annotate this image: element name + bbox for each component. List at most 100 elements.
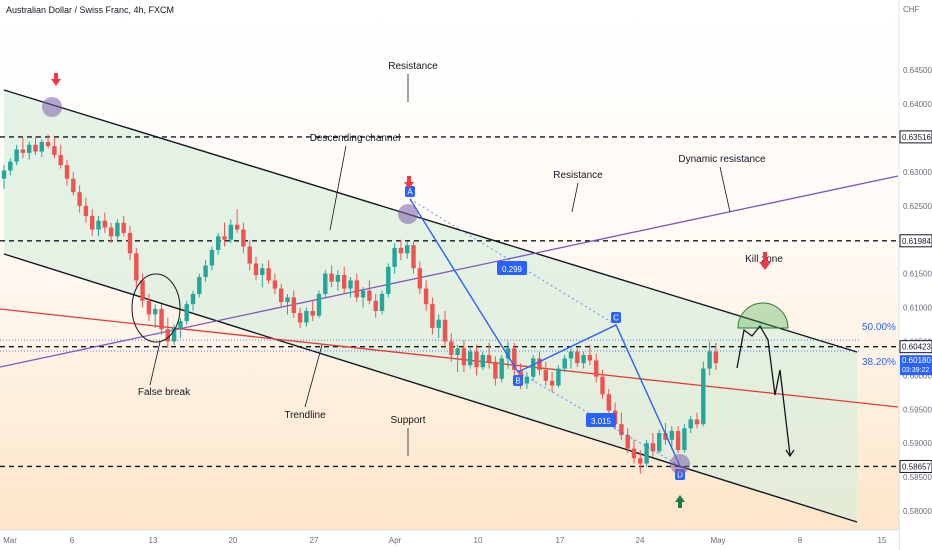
candle-body (417, 268, 422, 289)
false-break-label: False break (138, 387, 191, 398)
x-tick-label: 24 (636, 536, 645, 545)
point-label-c: C (613, 314, 619, 323)
candle-body (45, 142, 51, 147)
level-price-badge (899, 130, 932, 144)
candle (606, 388, 611, 417)
candle-body (650, 443, 656, 452)
candle-body (108, 227, 114, 237)
candle-body (505, 348, 511, 359)
trendline-label: Trendline (284, 410, 326, 421)
candle (77, 185, 82, 213)
candle-body (348, 280, 353, 289)
candle (417, 261, 422, 294)
y-tick-label: 0.60000 (903, 371, 932, 380)
candle-body (58, 154, 63, 166)
pointer-trendline (304, 344, 323, 408)
candle (203, 260, 208, 282)
pointer-channel (329, 145, 347, 231)
resistance-top-label: Resistance (388, 61, 438, 72)
candle-body (537, 358, 542, 370)
candle (480, 351, 485, 370)
candle (600, 369, 605, 400)
y-tick-label: 0.58500 (903, 473, 932, 482)
touch-circle-top (42, 97, 62, 117)
candle-body (556, 368, 561, 386)
candle (587, 344, 593, 366)
x-tick-label: 8 (798, 536, 803, 545)
y-tick-label: 0.64500 (903, 66, 932, 75)
candle-body (474, 351, 479, 368)
candle (310, 300, 315, 322)
y-tick-label: 0.61500 (903, 270, 932, 279)
candle-body (524, 376, 530, 384)
current-price-badge (900, 355, 932, 376)
pointer-false-break (149, 341, 161, 386)
false-break-ellipse (131, 273, 181, 343)
x-tick-label: 6 (70, 536, 75, 545)
y-tick-label: 0.59500 (903, 405, 932, 414)
currency-label: CHF (903, 5, 920, 14)
x-tick-label: 27 (310, 536, 319, 545)
y-tick-label: 0.62500 (903, 202, 932, 211)
candle (531, 355, 536, 381)
candle-body (127, 232, 133, 254)
candle (108, 222, 114, 244)
candle (27, 141, 32, 160)
candle-body (1, 170, 7, 179)
candle (398, 239, 404, 261)
candle (39, 139, 44, 157)
candle (379, 290, 385, 315)
up-arrow-icon (675, 495, 685, 508)
candle (537, 351, 542, 376)
candle-body (96, 220, 101, 230)
candle (575, 346, 580, 368)
candle-body (675, 430, 681, 450)
candle (197, 273, 202, 298)
time-axis: Mar 6 13 20 27 Apr 10 17 24 May 8 15 (0, 529, 899, 550)
candle-body (33, 144, 38, 152)
candle-body (562, 358, 567, 369)
candle (1, 165, 7, 189)
candle (405, 241, 410, 259)
candle-body (140, 280, 145, 301)
candle-body (455, 348, 460, 356)
candle-body (285, 297, 290, 303)
candle (291, 290, 296, 318)
candle-body (153, 308, 158, 315)
candle (159, 304, 164, 335)
candle-body (304, 310, 309, 323)
candle (556, 365, 561, 388)
candle-body (543, 369, 548, 381)
candle (499, 355, 504, 383)
level-price-label: 0.58657 (902, 462, 931, 471)
candle-body (707, 351, 712, 369)
resistance-mid-label: Resistance (553, 170, 603, 181)
candle (178, 317, 183, 339)
candle (134, 247, 139, 288)
candle (619, 412, 624, 440)
candle (455, 344, 460, 372)
candle-body (335, 274, 341, 282)
candle (171, 324, 177, 345)
candle (493, 356, 498, 386)
candle (102, 212, 107, 233)
point-label-b: B (515, 377, 520, 386)
candle-body (512, 348, 517, 370)
candle (468, 348, 473, 369)
candle (411, 241, 416, 274)
candle-body (272, 280, 278, 289)
candle (474, 344, 479, 376)
price-axis-bg (900, 0, 932, 550)
pointer-dynamic (719, 166, 731, 213)
candle (657, 429, 662, 454)
candle (52, 137, 57, 159)
candle-body (260, 268, 265, 275)
candle (594, 353, 599, 383)
candle (316, 290, 322, 318)
candle-body (279, 288, 284, 303)
fib-label-0: 50.00% (862, 322, 896, 333)
channel-lower-line (3, 253, 858, 523)
pointer-resistance-mid (571, 182, 579, 213)
candle (512, 342, 517, 376)
projection-path (736, 324, 791, 456)
